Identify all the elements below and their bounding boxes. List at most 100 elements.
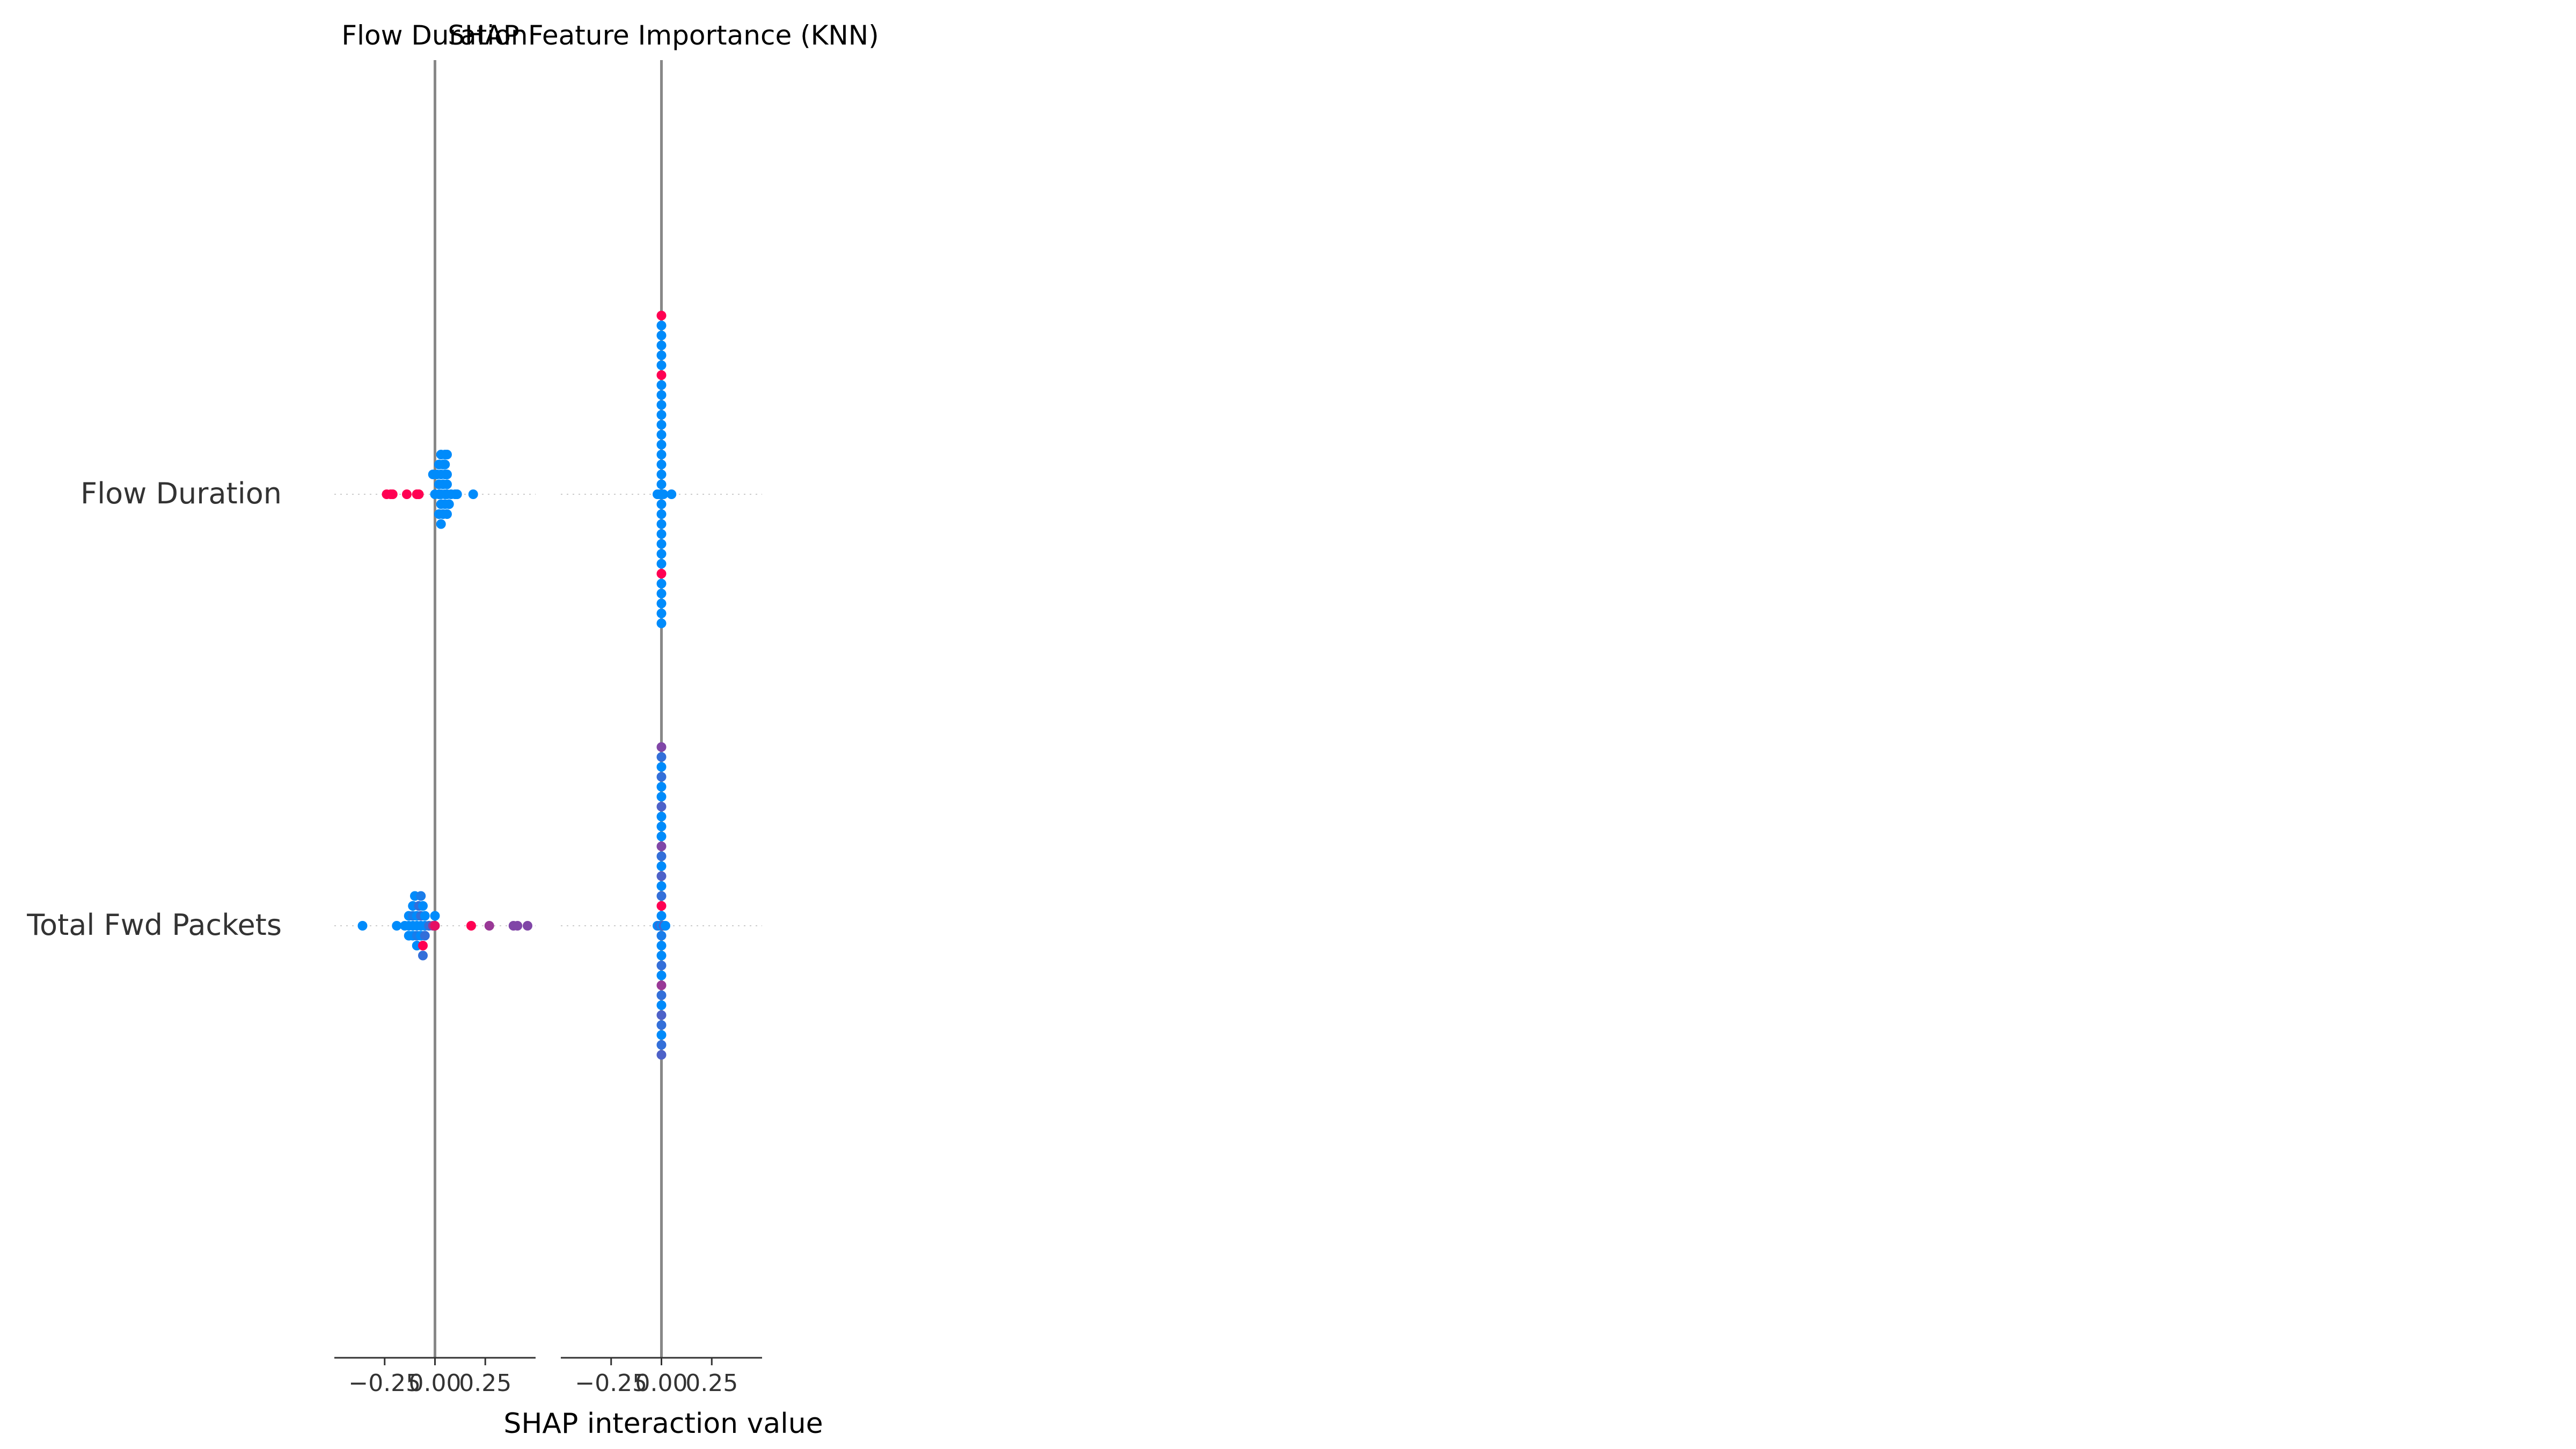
shap-point — [420, 911, 430, 921]
panel-title-1: Flow Duration — [341, 20, 528, 51]
shap-point — [656, 400, 667, 410]
shap-point — [656, 370, 667, 380]
shap-point — [430, 911, 440, 921]
feature-label-flow-duration: Flow Duration — [80, 477, 282, 510]
shap-point — [656, 851, 667, 861]
shap-point — [656, 579, 667, 589]
shap-point — [656, 931, 667, 941]
shap-point — [656, 519, 667, 529]
shap-point — [658, 489, 669, 499]
shap-point — [656, 1010, 667, 1020]
shap-point — [656, 1030, 667, 1040]
shap-point — [452, 489, 462, 499]
shap-point — [656, 762, 667, 772]
shap-point — [357, 921, 368, 931]
shap-point — [656, 811, 667, 822]
shap-point — [484, 921, 494, 931]
shap-point — [656, 782, 667, 792]
shap-point — [416, 891, 426, 901]
shap-point — [418, 950, 428, 961]
shap-point — [656, 911, 667, 921]
shap-point — [656, 559, 667, 569]
shap-point — [442, 470, 452, 479]
shap-point — [656, 941, 667, 950]
x-tick-label-panel-2-2: 0.25 — [685, 1370, 738, 1397]
x-tick-label-panel-1-2: 0.25 — [459, 1370, 511, 1397]
shap-point — [656, 430, 667, 440]
shap-point — [656, 598, 667, 609]
x-tick-label-panel-2-0: −0.25 — [575, 1370, 647, 1397]
feature-label-total-fwd-packets: Total Fwd Packets — [26, 908, 282, 942]
shap-point — [656, 802, 667, 811]
shap-point — [656, 1020, 667, 1030]
shap-point — [656, 380, 667, 390]
shap-point — [656, 742, 667, 752]
shap-point — [414, 489, 424, 499]
shap-point — [656, 529, 667, 539]
shap-point — [656, 470, 667, 479]
shap-point — [656, 990, 667, 1000]
shap-point — [442, 509, 452, 519]
shap-point — [656, 950, 667, 961]
shap-point — [436, 519, 446, 529]
shap-point — [667, 489, 677, 499]
shap-point — [440, 459, 450, 470]
shap-point — [656, 1050, 667, 1060]
chart-title: SHAP Feature Importance (KNN) — [448, 20, 879, 51]
shap-point — [656, 420, 667, 430]
shap-point — [661, 921, 670, 931]
shap-point — [656, 459, 667, 470]
shap-point — [656, 792, 667, 802]
x-tick-label-panel-1-0: −0.25 — [348, 1370, 421, 1397]
shap-point — [444, 499, 454, 509]
shap-point — [656, 509, 667, 519]
shap-point — [387, 489, 398, 499]
shap-point — [656, 450, 667, 459]
shap-point — [523, 921, 532, 931]
shap-point — [656, 980, 667, 990]
shap-point — [656, 589, 667, 598]
shap-point — [392, 921, 402, 931]
shap-point — [656, 831, 667, 841]
shap-point — [656, 901, 667, 911]
shap-point — [656, 350, 667, 360]
shap-point — [656, 331, 667, 340]
shap-point — [656, 311, 667, 320]
x-tick-label-panel-1-1: 0.00 — [409, 1370, 462, 1397]
shap-point — [513, 921, 523, 931]
shap-point — [442, 479, 452, 489]
shap-point — [656, 970, 667, 980]
shap-point — [418, 901, 428, 911]
shap-point — [418, 941, 428, 950]
shap-point — [656, 499, 667, 509]
shap-point — [656, 410, 667, 420]
shap-point — [430, 921, 440, 931]
x-axis-label: SHAP interaction value — [503, 1408, 823, 1440]
shap-point — [656, 320, 667, 331]
shap-point — [656, 871, 667, 881]
shap-point — [656, 340, 667, 350]
x-tick-label-panel-2-1: 0.00 — [635, 1370, 688, 1397]
shap-point — [656, 752, 667, 762]
shap-point — [656, 440, 667, 450]
shap-point — [468, 489, 478, 499]
shap-point — [656, 881, 667, 891]
shap-point — [656, 891, 667, 901]
shap-point — [656, 390, 667, 400]
shap-point — [656, 360, 667, 370]
shap-point — [656, 539, 667, 549]
shap-point — [656, 961, 667, 970]
shap-point — [466, 921, 476, 931]
shap-point — [656, 569, 667, 579]
shap-point — [442, 450, 452, 459]
shap-point — [656, 772, 667, 782]
shap-point — [656, 618, 667, 628]
shap-point — [656, 549, 667, 559]
shap-point — [402, 489, 412, 499]
shap-point — [656, 609, 667, 618]
shap-point — [656, 1040, 667, 1050]
shap-point — [656, 822, 667, 831]
shap-point — [656, 479, 667, 489]
